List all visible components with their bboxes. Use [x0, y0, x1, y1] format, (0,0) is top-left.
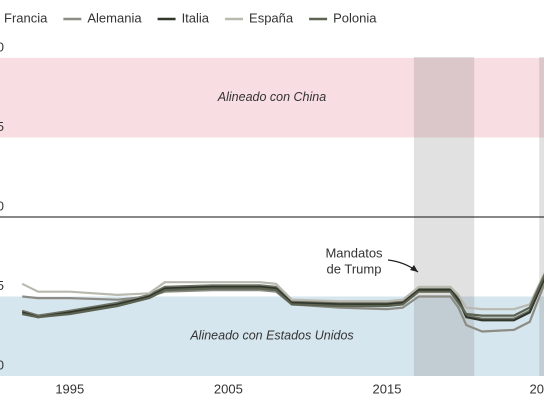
y-tick-label: 0: [0, 198, 4, 213]
legend-label: España: [249, 10, 294, 25]
series-line: [21, 273, 544, 319]
annotation-arrowhead: [410, 265, 418, 272]
y-tick-label: ,0: [0, 357, 4, 372]
series-line: [22, 281, 544, 333]
legend-label: Francia: [4, 10, 48, 25]
band-label: Alineado con China: [217, 90, 326, 104]
y-tick-label: ,5: [0, 278, 4, 293]
y-tick-label: 0: [0, 39, 4, 54]
band-label: Alineado con Estados Unidos: [189, 329, 353, 343]
series-line: [21, 271, 544, 311]
annotation: de Trump: [327, 261, 382, 276]
y-tick-label: 5: [0, 119, 4, 134]
legend-label: Alemania: [87, 10, 142, 25]
series-line: [21, 275, 544, 320]
series-line: [21, 276, 544, 322]
annotation: Mandatos: [325, 245, 383, 260]
x-tick-label: 20: [530, 381, 544, 396]
band: [0, 57, 544, 138]
x-tick-label: 2015: [373, 381, 402, 396]
legend-label: Polonia: [333, 10, 377, 25]
x-tick-label: 1995: [55, 381, 84, 396]
legend-label: Italia: [182, 10, 210, 25]
x-tick-label: 2005: [214, 381, 243, 396]
